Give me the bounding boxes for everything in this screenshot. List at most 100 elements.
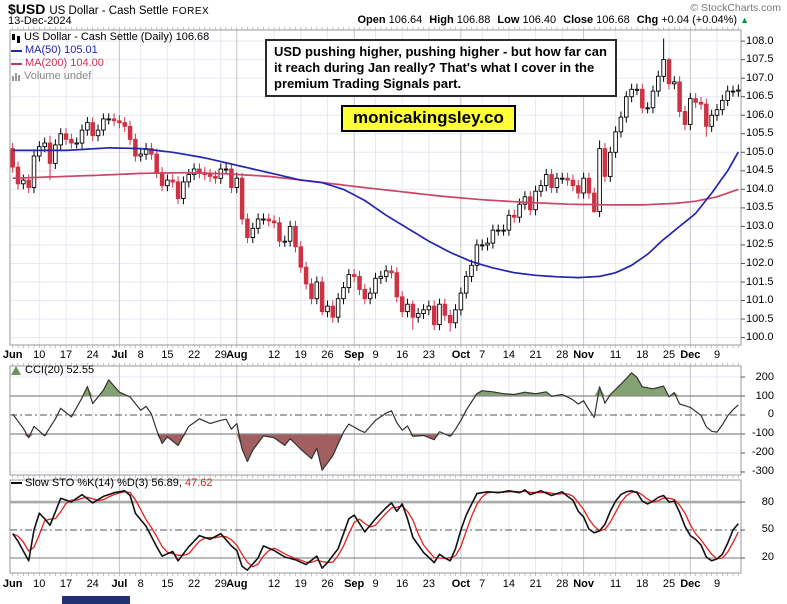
y-axis-label: -300 [751, 465, 774, 478]
y-axis-label: -200 [751, 446, 774, 459]
ma200-line-icon [11, 62, 22, 65]
ma50-legend-label: MA(50) 105.01 [25, 44, 98, 56]
quote-label: High [429, 14, 454, 26]
x-axis-label: 7 [479, 578, 486, 590]
change-up-icon: ▲ [740, 15, 749, 25]
x-axis-label: 28 [556, 578, 569, 590]
y-axis-label: 103.0 [746, 219, 774, 232]
y-axis-label: 80 [761, 495, 774, 508]
x-axis-label: 9 [713, 349, 721, 361]
y-axis-label: 107.0 [746, 71, 774, 84]
x-axis-label: Nov [573, 578, 594, 590]
x-axis-label: Sep [344, 349, 365, 361]
ma200-legend-label: MA(200) 104.00 [25, 57, 104, 69]
x-axis-label: Oct [451, 578, 471, 590]
x-axis-label: 19 [294, 578, 307, 590]
cci-legend: CCI(20) 52.55 [11, 364, 94, 376]
ma200-legend-row: MA(200) 104.00 [11, 57, 209, 70]
cci-legend-label: CCI(20) 52.55 [25, 364, 95, 376]
price-legend: US Dollar - Cash Settle (Daily) 106.68 M… [11, 31, 209, 83]
x-axis-label: 26 [321, 578, 334, 590]
quote-row: Open 106.64 High 106.88 Low 106.40 Close 10… [350, 14, 749, 26]
x-axis-label: Jun [2, 578, 23, 590]
x-axis-label: 22 [187, 349, 201, 361]
x-axis-label: 22 [187, 578, 201, 590]
y-axis-label: 20 [761, 551, 774, 564]
x-axis-label: 17 [59, 578, 73, 590]
y-axis-label: 0 [767, 408, 774, 421]
x-axis-label: 9 [713, 578, 721, 590]
y-axis-label: 101.5 [746, 275, 774, 288]
x-axis-label: 14 [502, 349, 516, 361]
x-axis-label: 19 [294, 349, 307, 361]
x-axis-label: 16 [396, 349, 409, 361]
quote-value: +0.04 (+0.04%) [658, 14, 738, 26]
quote-value: 106.68 [593, 14, 630, 26]
cci-area-icon [11, 365, 21, 375]
x-axis-label: 18 [636, 578, 649, 590]
x-axis-label: Dec [680, 578, 701, 590]
volume-legend-label: Volume undef [24, 70, 92, 82]
sto-line-icon [11, 482, 22, 484]
y-axis-label: 50 [761, 523, 774, 536]
y-axis-label: 102.0 [746, 256, 774, 269]
header-row: $USD US Dollar - Cash Settle FOREX [8, 1, 209, 19]
quote-value: 106.64 [385, 14, 423, 26]
watermark-banner: monicakingsley.co [341, 105, 516, 132]
x-axis-label: 18 [636, 349, 649, 361]
x-axis-label: 25 [662, 349, 676, 361]
bottom-partial-element [62, 596, 130, 604]
x-axis-label: Jun [2, 349, 23, 361]
x-axis-label: 9 [372, 349, 379, 361]
y-axis-label: 104.5 [746, 164, 774, 177]
y-axis-label: 106.5 [746, 90, 774, 103]
x-axis-label: Aug [226, 578, 248, 590]
x-axis-label: 28 [556, 349, 569, 361]
x-axis-label: 14 [502, 578, 516, 590]
x-axis-label: Sep [344, 578, 365, 590]
quote-value: 106.88 [453, 14, 491, 26]
y-axis-label: 105.5 [746, 127, 774, 140]
x-axis-label: 10 [33, 349, 46, 361]
y-axis-label: 103.5 [746, 201, 774, 214]
x-axis-label: 12 [267, 578, 281, 590]
x-axis-label: Jul [111, 349, 128, 361]
symbol: $USD [8, 1, 46, 17]
y-axis-label: -100 [751, 427, 774, 440]
quote-label: Chg [636, 14, 659, 26]
ma50-legend-row: MA(50) 105.01 [11, 44, 209, 57]
ma50-line-icon [11, 49, 22, 52]
x-axis-label: 8 [137, 578, 144, 590]
x-axis-label: 25 [662, 578, 676, 590]
x-axis-label: 29 [214, 578, 227, 590]
x-axis-label: 23 [422, 349, 436, 361]
x-axis-label: Oct [451, 349, 471, 361]
x-axis-label: 8 [137, 349, 144, 361]
x-axis-label: 11 [609, 578, 622, 590]
quote-label: Close [563, 14, 594, 26]
sto-legend: Slow STO %K(14) %D(3) 56.89, 47.62 [11, 477, 213, 489]
x-axis-label: 16 [396, 578, 409, 590]
y-axis-label: 102.5 [746, 238, 774, 251]
x-axis-label: 10 [33, 578, 46, 590]
quote-label: Open [357, 14, 386, 26]
volume-legend-row: Volume undef [11, 70, 209, 83]
quote-value: 106.40 [519, 14, 557, 26]
y-axis-label: 106.0 [746, 108, 774, 121]
y-axis-label: 105.0 [746, 145, 774, 158]
symbol-name: US Dollar - Cash Settle [49, 5, 169, 17]
candlestick-icon [11, 33, 21, 43]
y-axis-label: 104.0 [746, 182, 774, 195]
x-axis-label: 24 [86, 578, 99, 590]
x-axis-label: 7 [479, 349, 486, 361]
sto-legend-label: Slow STO %K(14) %D(3) 56.89, [25, 477, 182, 489]
x-axis-label: 15 [161, 349, 174, 361]
x-axis-label: Aug [226, 349, 248, 361]
y-axis-label: 107.5 [746, 53, 774, 66]
quote-label: Low [497, 14, 520, 26]
x-axis-label: 21 [529, 578, 542, 590]
y-axis-label: 101.0 [746, 294, 774, 307]
x-axis-label: Dec [680, 349, 701, 361]
